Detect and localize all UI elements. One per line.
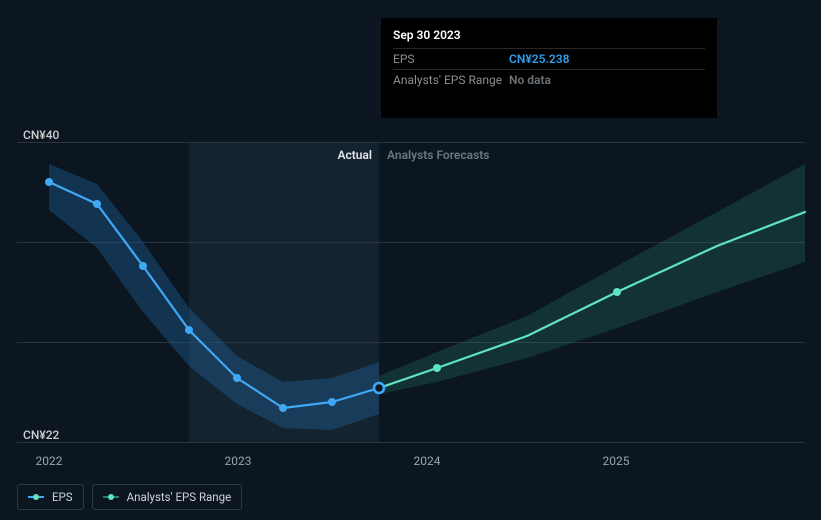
x-axis-label: 2023: [225, 454, 252, 468]
tooltip-label: EPS: [393, 52, 503, 66]
tooltip-panel: Sep 30 2023 EPS CN¥25.238 Analysts' EPS …: [381, 18, 717, 118]
tooltip-value: CN¥25.238: [509, 52, 569, 66]
tooltip-row-range: Analysts' EPS Range No data: [393, 69, 705, 87]
x-axis-labels: 2022 2023 2024 2025: [17, 454, 805, 474]
tooltip-value: No data: [509, 73, 551, 87]
chart-root: CN¥40CN¥22ActualAnalysts Forecasts 20222…: [0, 0, 821, 520]
legend-label: Analysts' EPS Range: [127, 490, 232, 504]
chart-svg: [17, 142, 805, 442]
data-point[interactable]: [45, 178, 53, 186]
tooltip-label: Analysts' EPS Range: [393, 73, 503, 87]
legend: EPS Analysts' EPS Range: [17, 484, 242, 510]
x-axis-label: 2022: [36, 454, 63, 468]
legend-item-eps[interactable]: EPS: [17, 484, 84, 510]
x-axis-label: 2025: [603, 454, 630, 468]
plot-area[interactable]: CN¥40CN¥22ActualAnalysts Forecasts: [17, 142, 805, 442]
y-axis-label: CN¥40: [23, 128, 59, 142]
data-point[interactable]: [139, 262, 147, 270]
data-point[interactable]: [233, 374, 241, 382]
data-point[interactable]: [613, 288, 621, 296]
eps-range-forecast: [379, 164, 805, 394]
current-data-point[interactable]: [374, 383, 384, 393]
gridline: [17, 442, 805, 443]
x-axis-label: 2024: [414, 454, 441, 468]
legend-item-range[interactable]: Analysts' EPS Range: [92, 484, 243, 510]
data-point[interactable]: [185, 326, 193, 334]
data-point[interactable]: [433, 364, 441, 372]
data-point[interactable]: [279, 404, 287, 412]
tooltip-row-eps: EPS CN¥25.238: [393, 48, 705, 66]
legend-label: EPS: [52, 490, 73, 504]
legend-swatch-icon: [28, 493, 44, 501]
legend-swatch-icon: [103, 493, 119, 501]
tooltip-date: Sep 30 2023: [393, 28, 705, 42]
data-point[interactable]: [328, 398, 336, 406]
data-point[interactable]: [93, 200, 101, 208]
